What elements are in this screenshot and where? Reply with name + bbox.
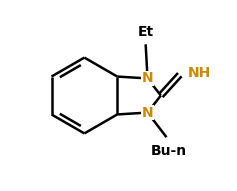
Text: NH: NH [187, 66, 211, 80]
Text: Et: Et [138, 25, 154, 39]
Text: N: N [142, 106, 153, 120]
Text: Bu-n: Bu-n [150, 144, 187, 158]
Text: N: N [142, 71, 153, 85]
